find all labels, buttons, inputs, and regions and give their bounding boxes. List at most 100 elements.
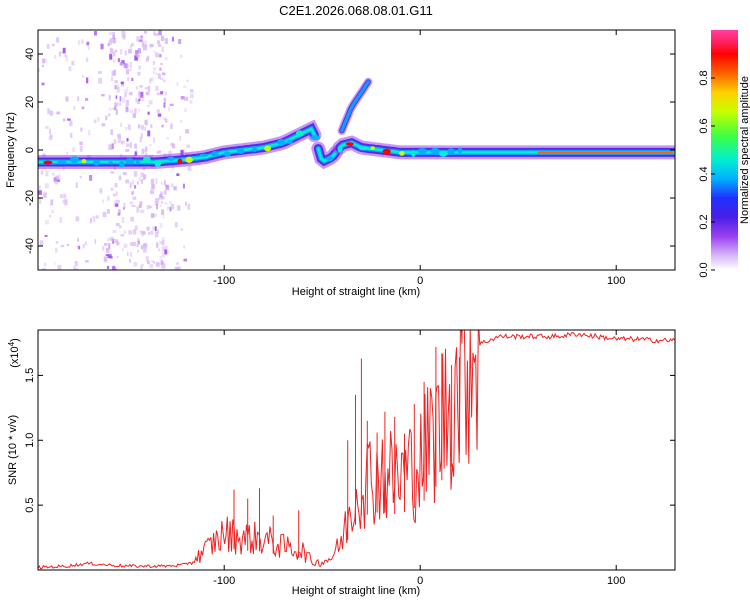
- noise-speck: [123, 230, 127, 234]
- noise-speck: [56, 179, 60, 182]
- noise-speck: [129, 182, 132, 189]
- track-blob: [108, 161, 113, 165]
- noise-speck: [111, 143, 114, 150]
- noise-speck: [143, 244, 148, 247]
- noise-speck: [179, 54, 183, 58]
- noise-speck: [125, 100, 130, 106]
- noise-speck: [123, 62, 128, 69]
- noise-speck: [113, 139, 117, 144]
- snr-marks: [38, 330, 675, 570]
- noise-speck: [123, 172, 127, 176]
- noise-speck: [117, 242, 120, 246]
- noise-speck: [112, 238, 115, 242]
- figure-title: C2E1.2026.068.08.01.G11: [279, 3, 433, 18]
- noise-speck: [143, 31, 147, 34]
- noise-speck: [81, 39, 84, 44]
- spectrogram-x-axis-title: Height of straight line (km): [292, 286, 420, 298]
- noise-speck: [112, 230, 117, 233]
- noise-speck: [179, 265, 182, 270]
- noise-speck: [123, 243, 128, 248]
- noise-speck: [44, 234, 48, 237]
- noise-speck: [137, 48, 141, 54]
- noise-speck: [101, 94, 105, 97]
- noise-speck: [157, 113, 162, 117]
- colorbar-tick-label: 0.6: [698, 118, 710, 133]
- noise-speck: [153, 137, 155, 143]
- noise-speck: [131, 191, 134, 195]
- noise-speck: [139, 136, 142, 143]
- noise-speck: [109, 256, 113, 259]
- noise-speck: [87, 46, 90, 51]
- noise-speck: [160, 182, 163, 185]
- noise-speck: [39, 198, 42, 205]
- snr-frame: [37, 329, 676, 571]
- noise-speck: [145, 91, 150, 95]
- noise-speck: [150, 213, 155, 218]
- noise-speck: [50, 134, 53, 138]
- noise-speck: [142, 231, 146, 235]
- noise-speck: [139, 230, 143, 234]
- noise-speck: [144, 87, 149, 90]
- noise-speck: [165, 57, 168, 61]
- noise-speck: [139, 91, 144, 98]
- noise-speck: [120, 81, 124, 85]
- noise-speck: [162, 240, 165, 246]
- track-blob: [81, 159, 87, 164]
- noise-speck: [67, 118, 71, 121]
- noise-speck: [153, 213, 157, 217]
- noise-speck: [163, 117, 167, 121]
- track-blob: [370, 146, 375, 151]
- noise-speck: [136, 206, 140, 213]
- noise-speck: [96, 117, 100, 122]
- noise-speck: [60, 244, 65, 248]
- noise-speck: [154, 226, 157, 232]
- noise-speck: [73, 106, 76, 110]
- noise-speck: [166, 250, 170, 254]
- noise-speck: [112, 238, 115, 244]
- noise-speck: [173, 186, 177, 191]
- noise-speck: [117, 133, 121, 139]
- noise-speck: [62, 47, 66, 54]
- noise-speck: [114, 183, 118, 188]
- noise-speck: [114, 49, 118, 53]
- noise-speck: [176, 82, 179, 87]
- track-blob: [417, 148, 428, 154]
- noise-speck: [107, 43, 110, 46]
- noise-speck: [72, 147, 76, 152]
- noise-speck: [168, 201, 172, 204]
- noise-speck: [118, 102, 122, 106]
- noise-speck: [112, 49, 115, 54]
- track-mid-branch: [340, 80, 370, 133]
- noise-speck: [128, 91, 133, 96]
- noise-speck: [55, 241, 59, 244]
- noise-speck: [53, 261, 56, 265]
- noise-speck: [159, 54, 162, 58]
- noise-speck: [143, 44, 147, 51]
- noise-speck: [161, 251, 165, 258]
- noise-speck: [127, 124, 130, 130]
- noise-speck: [54, 54, 57, 59]
- noise-speck: [63, 193, 67, 199]
- noise-speck: [41, 82, 45, 86]
- noise-speck: [135, 97, 138, 102]
- track-blob: [185, 156, 193, 163]
- noise-speck: [39, 185, 41, 190]
- noise-speck: [164, 91, 167, 96]
- noise-speck: [171, 36, 174, 42]
- noise-speck: [51, 43, 55, 47]
- noise-speck: [46, 44, 50, 49]
- noise-speck: [150, 77, 154, 82]
- noise-speck: [129, 242, 134, 246]
- noise-speck: [117, 137, 122, 143]
- noise-speck: [140, 133, 143, 139]
- noise-speck: [113, 200, 117, 205]
- noise-speck: [141, 263, 145, 267]
- noise-speck: [106, 265, 110, 269]
- noise-speck: [130, 251, 132, 257]
- noise-speck: [141, 148, 144, 155]
- noise-speck: [170, 203, 175, 210]
- noise-speck: [125, 149, 130, 152]
- noise-speck: [166, 136, 169, 140]
- track-blob: [430, 147, 440, 155]
- noise-speck: [93, 119, 97, 124]
